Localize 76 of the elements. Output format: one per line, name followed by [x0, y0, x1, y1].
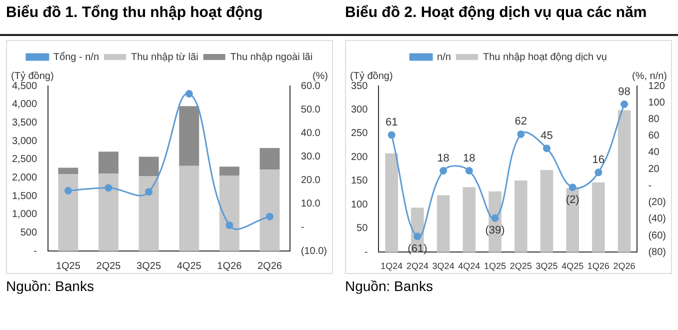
- y-tick-label: 350: [350, 80, 368, 92]
- y2-tick-label: 30.0: [300, 151, 321, 162]
- y2-tick-label: (40): [648, 214, 666, 225]
- y-axis-title: (Tỷ đồng): [350, 70, 393, 82]
- legend-label: n/n: [437, 52, 451, 63]
- y-tick-label: -: [364, 246, 368, 258]
- y-tick-label: 100: [350, 199, 368, 210]
- y-tick-label: 2,000: [12, 172, 38, 184]
- y2-tick-label: 40: [648, 147, 660, 158]
- y2-tick-label: (20): [648, 197, 666, 208]
- y2-tick-label: 50.0: [300, 104, 321, 116]
- y-tick-label: 3,000: [12, 136, 38, 147]
- x-tick-label: 1Q26: [587, 261, 610, 272]
- y-tick-label: 150: [350, 176, 368, 187]
- y-axis-title: (Tỷ đồng): [11, 70, 54, 82]
- text: Nguồn: Banks: [344, 277, 434, 294]
- chart-title: Biểu đồ 1. Tổng thu nhập hoạt động: [0, 0, 339, 36]
- x-tick-label: 4Q25: [562, 261, 584, 272]
- data-label: 61: [385, 116, 398, 129]
- data-label: 18: [463, 152, 476, 164]
- y2-axis-title: (%, n/n): [632, 70, 667, 82]
- x-tick-label: 3Q25: [536, 261, 558, 272]
- y-tick-label: 50: [356, 223, 368, 234]
- y2-tick-label: 60.0: [300, 80, 321, 92]
- data-label: 45: [540, 130, 553, 142]
- y-tick-label: -: [34, 246, 38, 257]
- y-tick-label: 1,000: [12, 209, 38, 220]
- y2-tick-label: -: [648, 180, 652, 192]
- data-label: 62: [514, 116, 527, 128]
- data-label: (2): [566, 194, 580, 206]
- legend-label: Tổng - n/n: [53, 50, 100, 63]
- x-tick-label: 2Q24: [406, 261, 428, 272]
- x-tick-label: 4Q24: [458, 261, 480, 272]
- y2-tick-label: 60: [648, 130, 660, 142]
- y2-tick-label: -: [300, 222, 304, 234]
- x-tick-label: 1Q25: [484, 261, 506, 272]
- x-tick-label: 1Q25: [56, 260, 81, 272]
- y2-tick-label: 40.0: [300, 128, 321, 139]
- y-tick-label: 250: [350, 128, 368, 140]
- y2-tick-label: (80): [648, 246, 666, 258]
- y-tick-label: 2,500: [12, 154, 38, 166]
- y2-tick-label: 10.0: [300, 198, 321, 210]
- y-tick-label: 500: [20, 227, 38, 238]
- x-tick-label: 2Q25: [510, 261, 532, 272]
- y-tick-label: 300: [350, 104, 368, 116]
- legend-label: Thu nhập ngoài lãi: [230, 52, 313, 63]
- y-tick-label: 4,000: [12, 99, 38, 110]
- y2-axis-title: (%): [312, 70, 328, 82]
- x-tick-label: 2Q25: [96, 260, 122, 272]
- chart-title: Biểu đồ 2. Hoạt động dịch vụ qua các năm: [339, 0, 678, 36]
- x-tick-label: 2Q26: [613, 261, 636, 272]
- legend-label: Thu nhập từ lãi: [131, 52, 198, 63]
- data-label: (39): [485, 224, 505, 237]
- y2-tick-label: 100: [648, 97, 666, 108]
- y2-tick-label: 120: [648, 80, 666, 92]
- data-label: 16: [592, 154, 605, 166]
- y2-tick-label: 80: [648, 114, 660, 125]
- x-tick-label: 3Q24: [432, 261, 454, 272]
- x-tick-label: 3Q25: [136, 260, 162, 272]
- x-tick-label: 1Q24: [380, 261, 403, 272]
- data-label: (61): [408, 242, 428, 255]
- y2-tick-label: 20.0: [300, 175, 321, 186]
- legend-label: Thu nhập hoạt động dịch vụ: [482, 52, 607, 63]
- x-tick-label: 2Q26: [257, 260, 282, 272]
- x-tick-label: 1Q26: [217, 260, 242, 272]
- y-tick-label: 200: [350, 152, 368, 163]
- y2-tick-label: (60): [648, 230, 666, 242]
- x-tick-label: 4Q25: [176, 260, 202, 272]
- y2-tick-label: (10.0): [300, 246, 327, 257]
- y-tick-label: 1,500: [12, 190, 38, 202]
- data-label: 18: [437, 152, 450, 164]
- data-label: 98: [618, 86, 630, 98]
- text: Nguồn: Banks: [5, 277, 95, 294]
- y-tick-label: 4,500: [12, 80, 38, 92]
- y2-tick-label: 20: [648, 164, 660, 175]
- y-tick-label: 3,500: [12, 117, 38, 128]
